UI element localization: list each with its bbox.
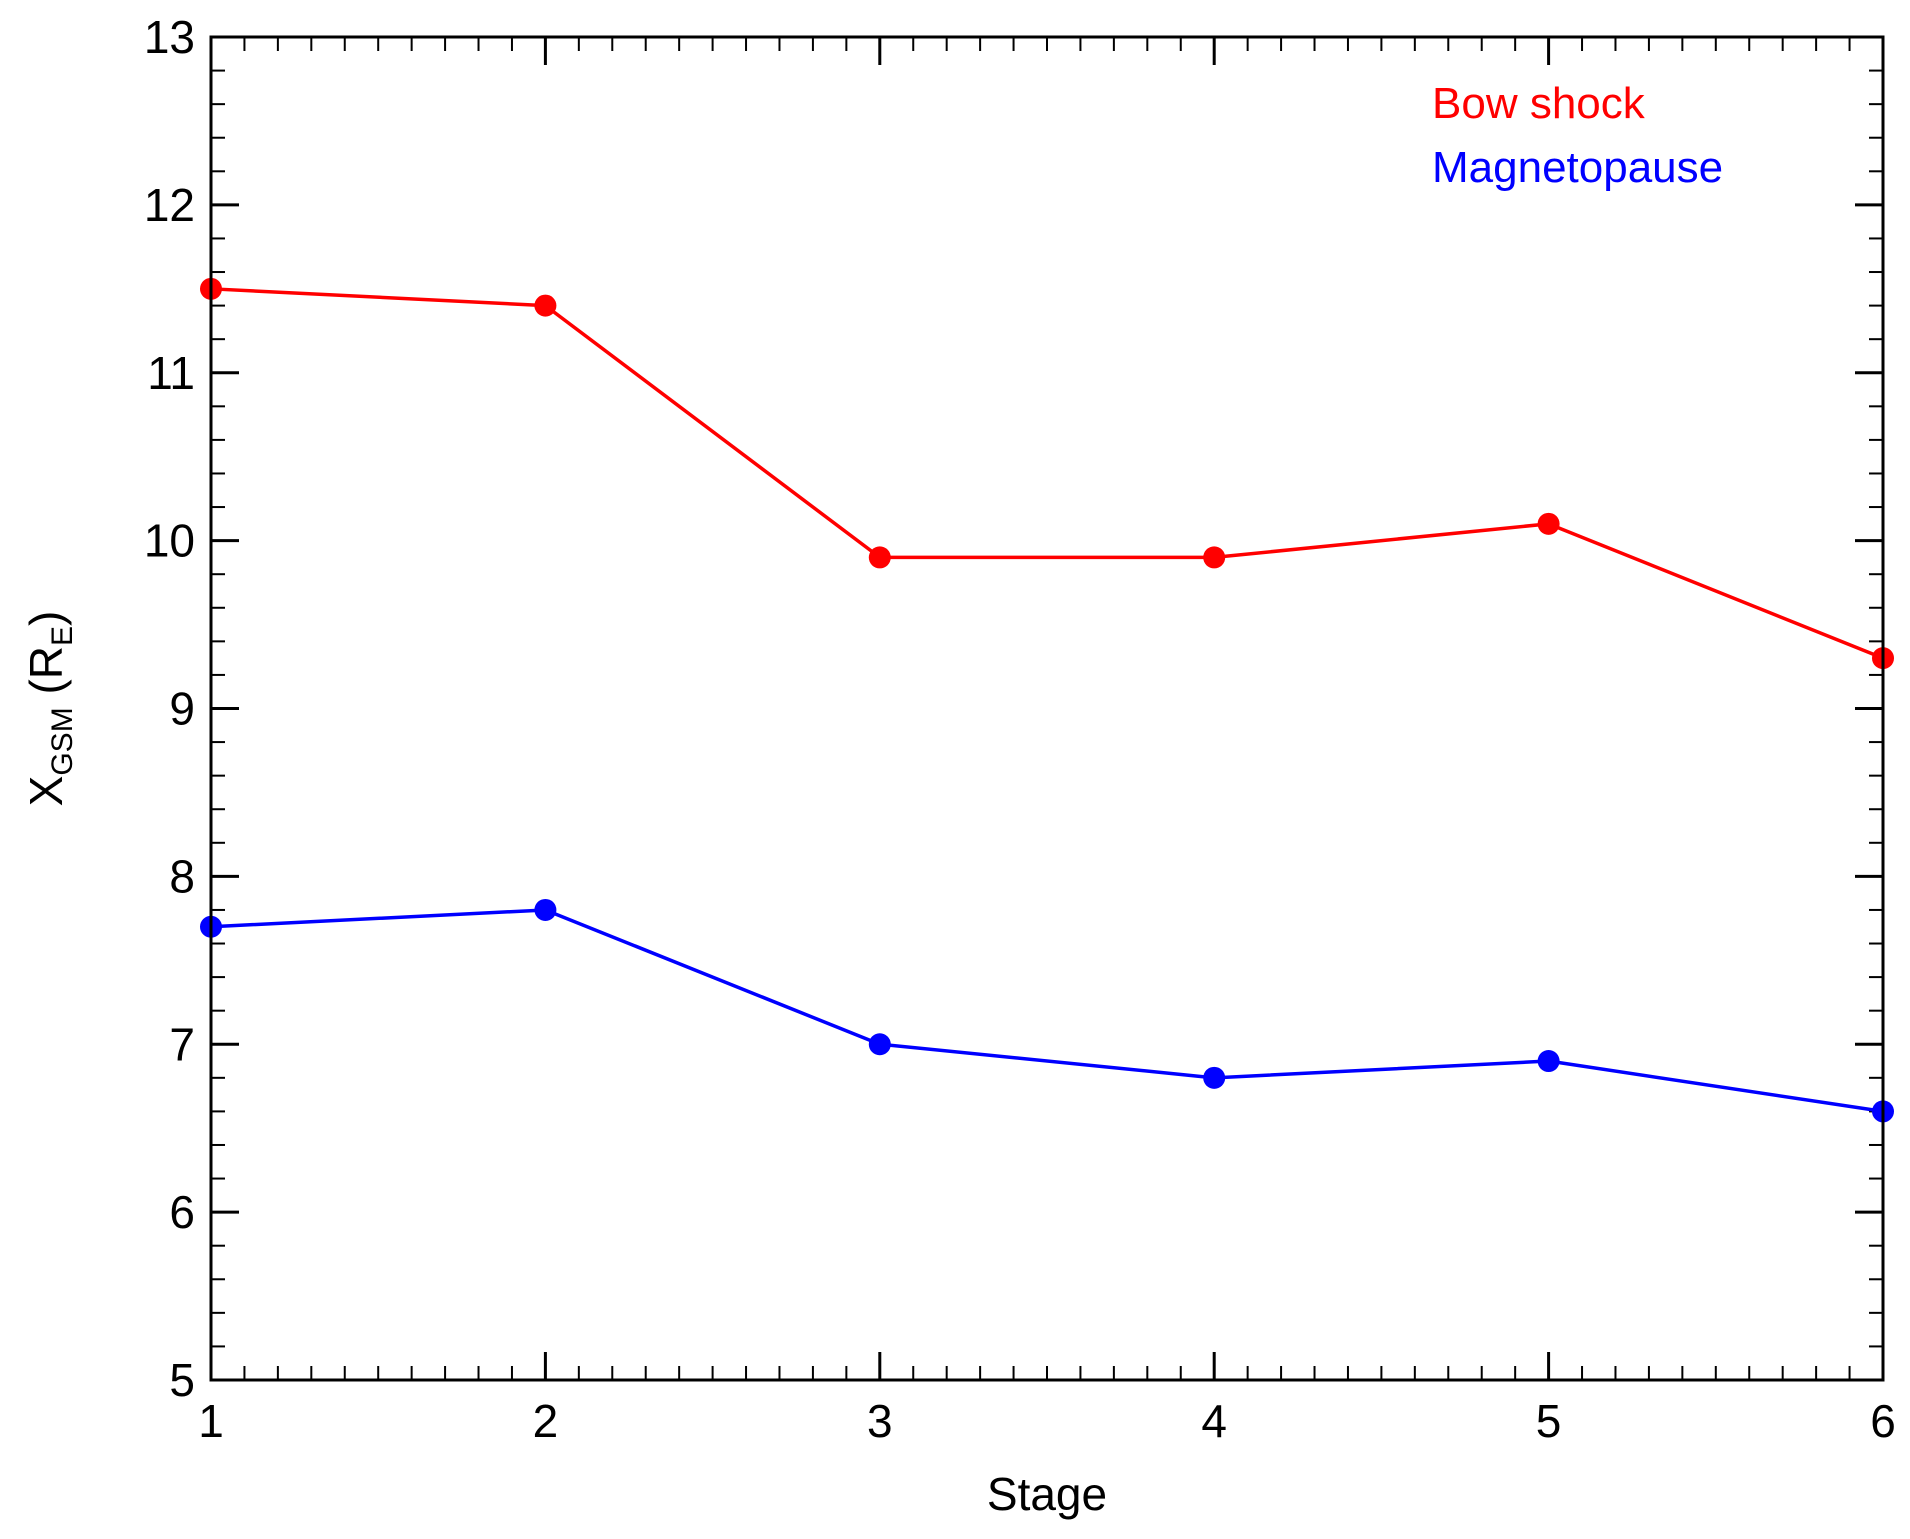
- x-tick-label: 3: [867, 1395, 893, 1447]
- y-tick-label: 13: [144, 11, 195, 63]
- y-tick-label: 12: [144, 179, 195, 231]
- legend: Bow shock Magnetopause: [1432, 79, 1723, 192]
- data-point: [1203, 546, 1226, 569]
- y-tick-label: 7: [169, 1018, 195, 1070]
- x-tick-label: 4: [1201, 1395, 1227, 1447]
- y-tick-label: 5: [169, 1354, 195, 1406]
- y-axis-title: XGSM (RE): [20, 611, 79, 807]
- y-axis-title-unit-open: (R: [20, 646, 72, 707]
- x-tick-label: 1: [198, 1395, 224, 1447]
- y-tick-labels: 5 6 7 8 9 10 11 12 13: [144, 11, 195, 1406]
- x-tick-label: 6: [1870, 1395, 1896, 1447]
- y-tick-label: 8: [169, 850, 195, 902]
- series-layer: [200, 277, 1894, 1123]
- major-ticks: [209, 35, 1885, 1382]
- x-tick-labels: 1 2 3 4 5 6: [198, 1395, 1896, 1447]
- series-bow-shock: [200, 277, 1894, 670]
- data-point: [1537, 1050, 1560, 1073]
- x-tick-label: 5: [1536, 1395, 1562, 1447]
- legend-entry-magnetopause: Magnetopause: [1432, 143, 1723, 192]
- y-tick-label: 9: [169, 683, 195, 735]
- x-axis-title: Stage: [987, 1468, 1107, 1520]
- data-point: [1203, 1066, 1226, 1089]
- y-axis-title-unit-close: ): [20, 611, 72, 626]
- series-magnetopause: [200, 898, 1894, 1123]
- y-tick-label: 11: [147, 347, 195, 399]
- y-tick-label: 10: [144, 515, 195, 567]
- y-tick-label: 6: [169, 1186, 195, 1238]
- y-axis-title-main: X: [20, 776, 72, 807]
- series-line: [210, 908, 1884, 1114]
- data-point: [868, 546, 891, 569]
- plot-frame: [209, 35, 1885, 1382]
- minor-ticks: [211, 37, 1883, 1380]
- y-axis-title-unit-subscript: E: [46, 626, 79, 646]
- x-tick-label: 2: [533, 1395, 559, 1447]
- data-point: [534, 294, 557, 317]
- data-point: [1537, 512, 1560, 535]
- series-line: [210, 287, 1884, 660]
- data-point: [534, 898, 557, 921]
- legend-entry-bow-shock: Bow shock: [1432, 79, 1646, 128]
- y-axis-title-subscript: GSM: [46, 707, 79, 775]
- data-point: [868, 1033, 891, 1056]
